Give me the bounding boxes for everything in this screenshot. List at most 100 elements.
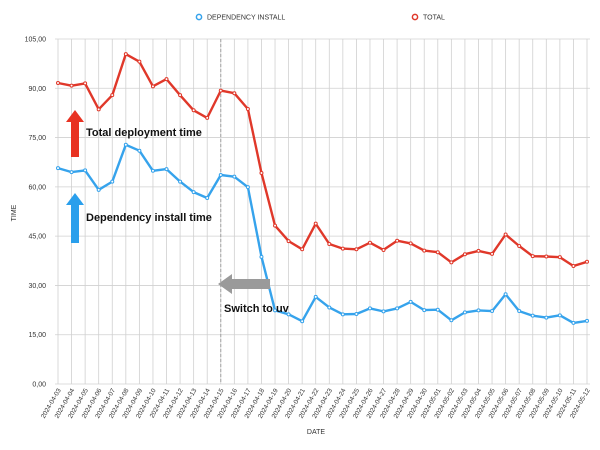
data-point-install: [300, 319, 305, 324]
data-point-total: [245, 106, 250, 111]
legend-label-total: TOTAL: [423, 15, 445, 22]
data-point-install: [191, 190, 196, 195]
data-point-install: [544, 315, 549, 320]
data-point-total: [503, 232, 508, 237]
data-point-total: [286, 239, 291, 244]
data-point-total: [462, 252, 467, 257]
data-point-install: [340, 312, 345, 317]
data-point-install: [462, 310, 467, 315]
data-point-install: [273, 308, 278, 313]
y-tick-label: 15,00: [28, 332, 46, 339]
data-point-total: [544, 254, 549, 259]
data-point-total: [178, 93, 183, 98]
data-point-total: [205, 115, 210, 120]
data-point-total: [517, 244, 522, 248]
data-point-install: [286, 312, 291, 317]
legend-marker-total: [411, 13, 419, 21]
data-point-install: [178, 179, 183, 184]
y-tick-label: 60,00: [28, 184, 46, 191]
data-point-install: [503, 292, 508, 297]
data-point-install: [408, 299, 413, 304]
y-tick-label: 30,00: [28, 283, 46, 290]
series-install: [56, 142, 589, 325]
annotation-install-label: Dependency install time: [86, 212, 212, 224]
y-tick-label: 90,00: [28, 86, 46, 93]
data-point-install: [69, 170, 74, 175]
data-point-install: [422, 308, 427, 313]
data-point-install: [557, 313, 562, 318]
data-point-total: [571, 264, 576, 269]
series-line-total: [57, 52, 588, 268]
data-point-install: [150, 168, 155, 173]
data-point-install: [517, 309, 522, 314]
data-point-total: [435, 250, 440, 255]
up-arrow-red-icon: [66, 110, 84, 157]
y-tick-label: 105,00: [25, 37, 47, 44]
data-point-total: [191, 108, 196, 113]
data-point-total: [354, 247, 359, 252]
data-point-install: [571, 320, 576, 325]
legend-item-total: TOTAL: [411, 13, 445, 22]
data-point-install: [123, 142, 128, 147]
data-point-install: [313, 294, 318, 299]
data-point-total: [490, 251, 495, 256]
data-point-install: [435, 307, 440, 312]
data-point-install: [56, 166, 60, 171]
data-point-total: [218, 88, 223, 93]
data-point-install: [205, 196, 210, 201]
legend-item-install: DEPENDENCY INSTALL: [195, 13, 285, 22]
data-point-install: [367, 306, 372, 311]
y-tick-label: 45,00: [28, 234, 46, 241]
annotation-switch-label: Switch to uv: [224, 303, 290, 315]
data-point-total: [381, 247, 386, 252]
data-point-install: [164, 167, 169, 172]
series-layer: [56, 52, 589, 325]
data-point-install: [354, 312, 359, 317]
data-point-total: [164, 77, 169, 82]
data-point-install: [585, 318, 589, 323]
data-point-total: [83, 81, 88, 86]
data-point-total: [96, 107, 101, 112]
legend-label-install: DEPENDENCY INSTALL: [207, 15, 285, 22]
data-point-install: [110, 179, 115, 184]
data-point-total: [259, 171, 264, 176]
data-point-total: [110, 93, 115, 98]
annotation-total-label: Total deployment time: [86, 127, 202, 139]
grid: [55, 38, 590, 385]
annotation-total: Total deployment time: [66, 110, 202, 157]
x-axis: 2024-04-032024-04-042024-04-052024-04-06…: [40, 387, 592, 420]
legend-marker-install: [195, 13, 203, 21]
data-point-total: [449, 260, 454, 265]
annotation-install: Dependency install time: [66, 193, 212, 243]
annotation-switch: Switch to uv: [218, 274, 290, 315]
data-point-total: [585, 259, 589, 264]
data-point-total: [340, 246, 345, 251]
data-point-total: [69, 83, 74, 88]
left-arrow-gray-icon: [218, 274, 270, 294]
data-point-total: [313, 221, 318, 226]
up-arrow-blue-icon: [66, 193, 84, 243]
series-total: [56, 52, 589, 269]
data-point-total: [557, 255, 562, 260]
data-point-install: [83, 168, 88, 173]
data-point-install: [530, 313, 535, 318]
data-point-total: [56, 81, 60, 86]
y-tick-label: 0,00: [32, 382, 46, 389]
data-point-total: [530, 254, 535, 259]
data-point-install: [96, 187, 101, 192]
y-tick-label: 75,00: [28, 135, 46, 142]
data-point-install: [259, 254, 264, 259]
data-point-install: [449, 318, 454, 323]
x-axis-label: DATE: [307, 429, 325, 436]
data-point-total: [232, 91, 237, 96]
data-point-install: [395, 306, 400, 311]
data-point-total: [327, 242, 332, 247]
data-point-total: [150, 84, 155, 89]
data-point-total: [395, 238, 400, 243]
y-axis: 0,00 15,00 30,00 45,00 60,00 75,00 90,00 105,00: [25, 37, 47, 389]
data-point-install: [327, 305, 332, 310]
data-point-total: [123, 52, 128, 57]
data-point-install: [232, 174, 237, 179]
data-point-total: [367, 240, 372, 245]
